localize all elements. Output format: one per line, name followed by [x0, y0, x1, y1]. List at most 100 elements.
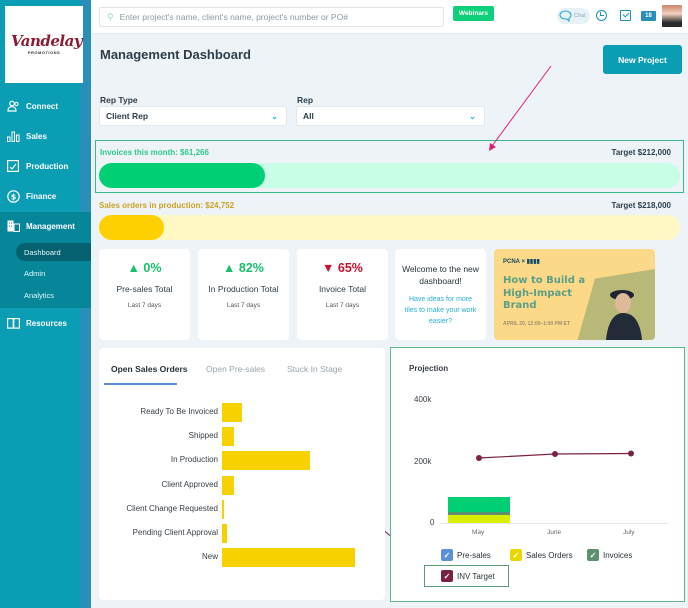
legend-sales-orders[interactable]: ✓ Sales Orders [510, 549, 573, 561]
legend-presales[interactable]: ✓ Pre-sales [441, 549, 491, 561]
rep-type-select[interactable]: Client Rep ⌄ [99, 106, 287, 126]
invoices-bar-may[interactable] [448, 497, 510, 515]
bar-label: New [201, 552, 218, 561]
sales-orders-bar-may[interactable] [448, 515, 510, 523]
checkbox-checked-icon: ✓ [510, 549, 522, 561]
y-tick-200k: 200k [414, 457, 432, 466]
sidebar-item-finance[interactable]: $ Finance [0, 181, 91, 211]
sidebar: Vandelay PROMOTIONS Connect Sales Produc… [0, 0, 91, 608]
sidebar-item-label: Production [26, 161, 69, 171]
stat-card-in-production[interactable]: ▲ 82% In Production Total Last 7 days [198, 249, 289, 340]
bar-client-approved[interactable] [222, 476, 234, 495]
legend-inv-target[interactable]: ✓ INV Target [441, 570, 495, 582]
subitem-label: Dashboard [24, 247, 61, 257]
active-tab-indicator [104, 383, 177, 385]
chat-button[interactable]: Chat [557, 8, 590, 24]
logo-subtext: PROMOTIONS [27, 50, 61, 55]
sidebar-item-production[interactable]: Production [0, 151, 91, 181]
tab-open-sales-orders[interactable]: Open Sales Orders [111, 364, 188, 374]
page-title: Management Dashboard [100, 47, 251, 62]
stat-title: Pre-sales Total [116, 284, 173, 294]
sidebar-item-management[interactable]: Management [0, 211, 91, 241]
bar-pending-client-approval[interactable] [222, 524, 227, 543]
bar-shipped[interactable] [222, 427, 234, 446]
stat-percent: 65% [337, 261, 363, 275]
sidebar-subitem-analytics[interactable]: Analytics [16, 286, 91, 304]
feedback-link[interactable]: Have ideas for more tiles to make your w… [404, 296, 477, 325]
sidebar-item-label: Management [26, 221, 75, 231]
sidebar-item-sales[interactable]: Sales [0, 121, 91, 151]
search-icon: ⚲ [107, 11, 114, 22]
x-label-june: June [547, 529, 562, 536]
chevron-down-icon: ⌄ [271, 112, 278, 121]
clock-icon[interactable] [596, 10, 607, 21]
stat-period: Last 7 days [226, 302, 261, 309]
logo-text: Vandelay [11, 32, 83, 50]
search-input[interactable]: ⚲ Enter project's name, client's name, p… [99, 7, 444, 27]
chevron-down-icon: ⌄ [469, 112, 476, 121]
company-logo[interactable]: Vandelay PROMOTIONS [5, 6, 83, 83]
speaker-photo [606, 290, 642, 340]
invoices-progress-label: Invoices this month: $61,266 [100, 148, 209, 157]
rep-type-value: Client Rep [106, 111, 149, 121]
bar-in-production[interactable] [222, 451, 310, 470]
new-project-button[interactable]: New Project [603, 45, 682, 74]
webinars-button[interactable]: Webinars [453, 6, 494, 21]
y-tick-0: 0 [430, 518, 435, 527]
sales-orders-progress-label: Sales orders in production: $24,752 [99, 201, 235, 210]
ad-date: APRIL 20, 12:00–1:00 PM ET [503, 321, 570, 327]
inv-target-highlight-frame [424, 565, 509, 587]
stat-card-presales[interactable]: ▲ 0% Pre-sales Total Last 7 days [99, 249, 190, 340]
book-icon [6, 316, 20, 330]
legend-label: Invoices [603, 550, 633, 560]
invoices-highlight-frame [95, 140, 684, 193]
arrow-up-icon: ▲ [223, 261, 236, 275]
task-check-icon[interactable] [620, 10, 631, 21]
projection-title: Projection [409, 364, 449, 373]
stat-title: Invoice Total [318, 284, 367, 294]
legend-invoices[interactable]: ✓ Invoices [587, 549, 632, 561]
sidebar-subitem-admin[interactable]: Admin [16, 264, 91, 282]
projection-panel [390, 347, 685, 602]
y-tick-400k: 400k [414, 395, 432, 404]
dollar-circle-icon: $ [6, 189, 20, 203]
tab-open-presales[interactable]: Open Pre-sales [206, 364, 266, 374]
bar-client-change-requested[interactable] [222, 500, 224, 519]
x-axis-line [440, 523, 668, 524]
ad-title: How to Build a High-Impact Brand [503, 275, 586, 311]
bar-new[interactable] [222, 548, 355, 567]
bar-label: Client Change Requested [126, 504, 218, 513]
chat-label: Chat [574, 13, 586, 19]
bar-chart-icon [6, 129, 20, 143]
subitem-label: Analytics [24, 290, 55, 300]
sales-orders-progress-fill [99, 215, 164, 240]
stat-percent: 82% [238, 261, 264, 275]
bar-ready-to-be-invoiced[interactable] [222, 403, 242, 422]
stat-card-invoice[interactable]: ▼ 65% Invoice Total Last 7 days [297, 249, 388, 340]
webinar-ad-banner[interactable]: PCNA × ▮▮▮▮ How to Build a High-Impact B… [494, 249, 655, 340]
checkbox-checked-icon: ✓ [441, 549, 453, 561]
sidebar-item-resources[interactable]: Resources [0, 308, 91, 338]
invoices-progress-fill [99, 163, 265, 188]
x-label-july: July [623, 529, 635, 536]
notification-badge[interactable]: 18 [641, 11, 656, 21]
sidebar-subitem-dashboard[interactable]: Dashboard [16, 243, 91, 261]
building-icon [6, 219, 20, 233]
rep-label: Rep [297, 95, 314, 105]
bar-label: Ready To Be Invoiced [140, 407, 218, 416]
sidebar-item-connect[interactable]: Connect [0, 91, 91, 121]
user-avatar[interactable] [662, 5, 682, 27]
welcome-heading: Welcome to the new dashboard! [402, 264, 479, 286]
stat-percent: 0% [143, 261, 162, 275]
rep-select[interactable]: All ⌄ [296, 106, 485, 126]
tab-stuck-in-stage[interactable]: Stuck In Stage [287, 364, 343, 374]
search-placeholder: Enter project's name, client's name, pro… [119, 12, 348, 22]
welcome-card: Welcome to the new dashboard! Have ideas… [395, 249, 486, 340]
sidebar-item-label: Finance [26, 191, 57, 201]
subitem-label: Admin [24, 268, 46, 278]
sidebar-item-label: Resources [26, 318, 67, 328]
bar-label: In Production [170, 455, 218, 464]
top-bar: ⚲ Enter project's name, client's name, p… [91, 0, 688, 34]
sales-orders-target: Target $218,000 [611, 201, 671, 210]
bar-label: Pending Client Approval [132, 528, 218, 537]
